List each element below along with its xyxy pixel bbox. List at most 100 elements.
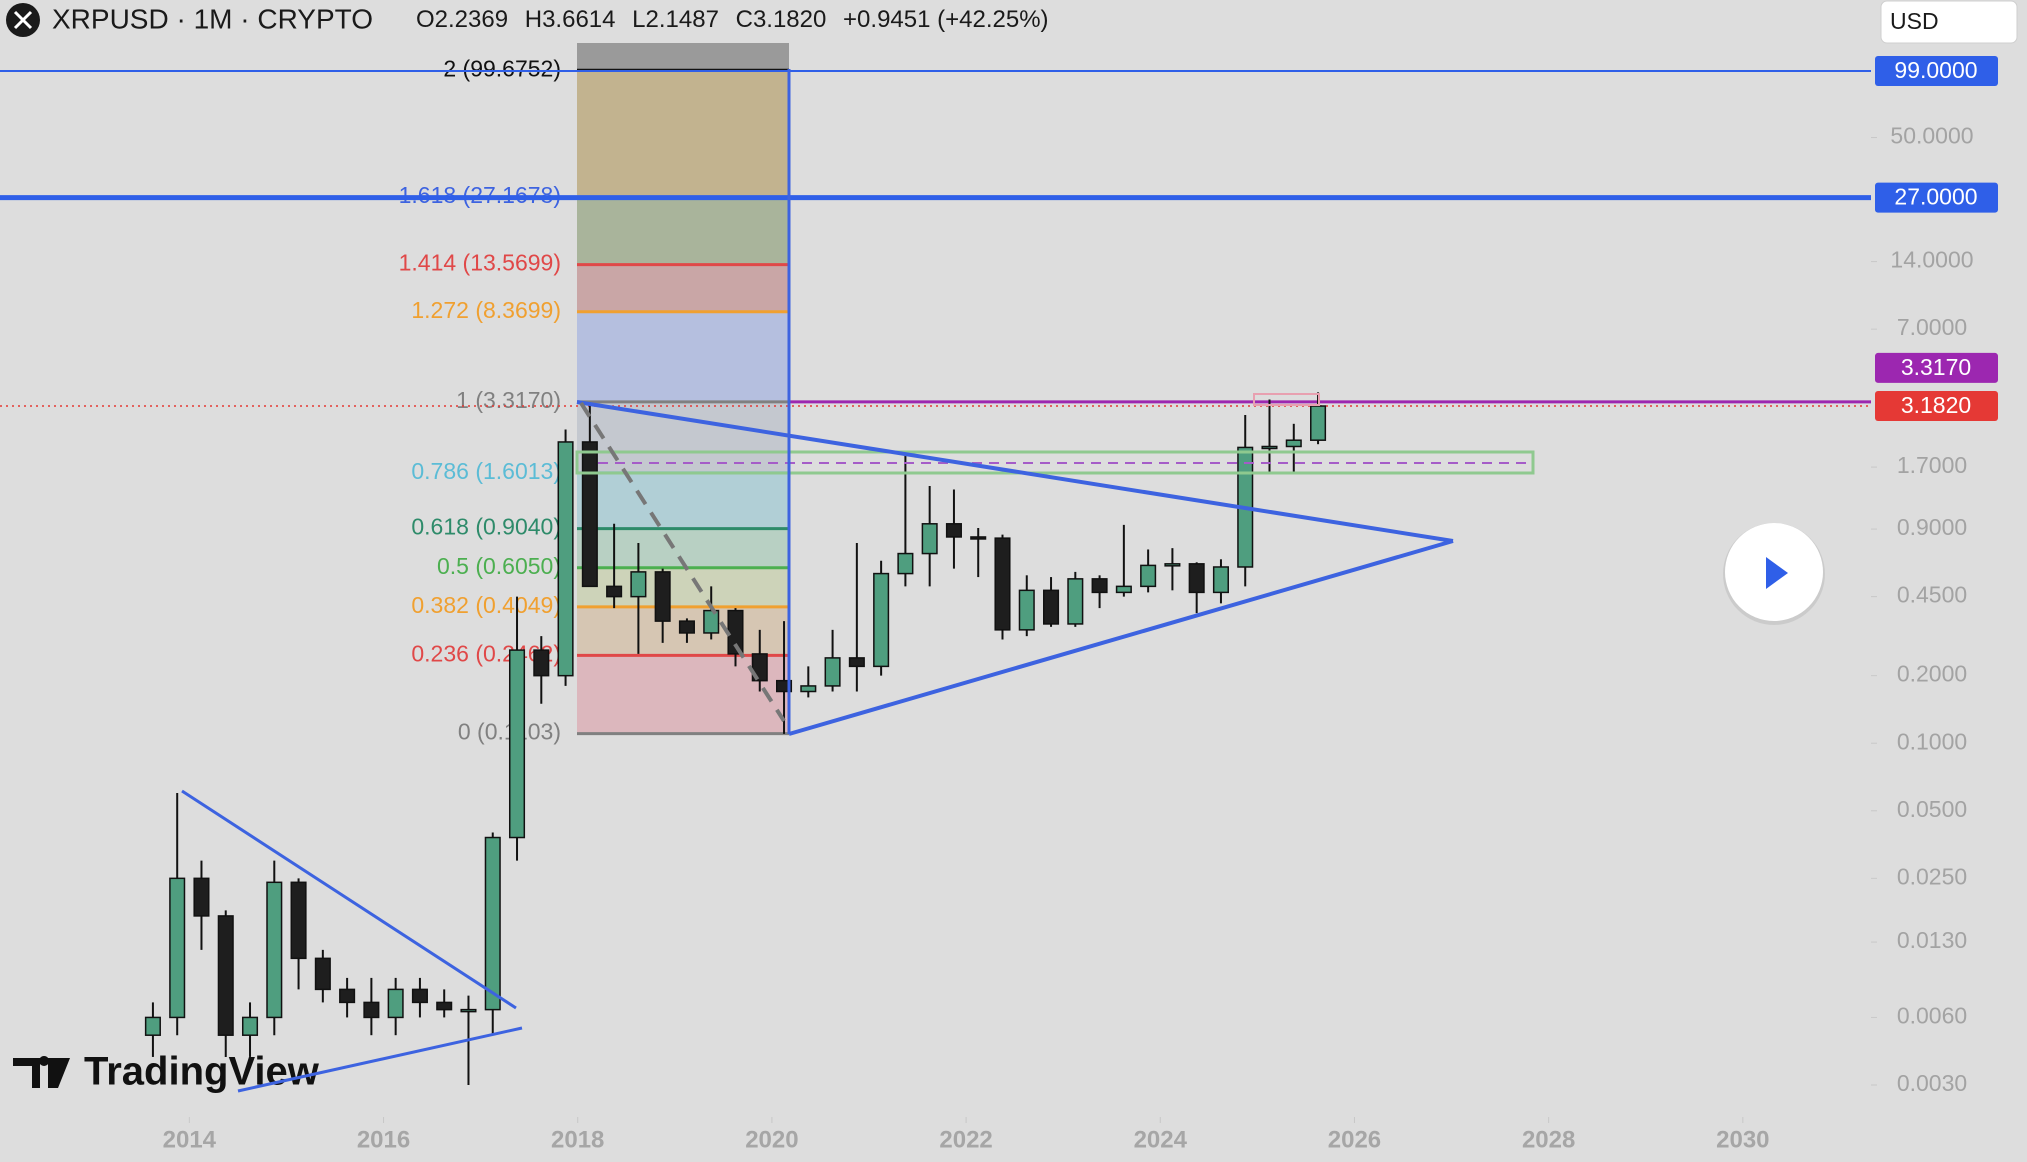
fib-zone-top — [577, 43, 789, 71]
candle-body — [776, 679, 793, 693]
candle-body — [873, 572, 890, 668]
candle-body — [1188, 563, 1205, 594]
drawings — [181, 69, 1535, 1093]
currency-button[interactable]: USD — [1880, 0, 2018, 44]
currency-box[interactable] — [1880, 0, 2018, 44]
logo-mark — [13, 10, 33, 30]
watermark-logo — [13, 1056, 70, 1088]
x-tick-label: 2020 — [745, 1126, 798, 1153]
candle-body — [606, 585, 623, 598]
candle-body — [824, 657, 841, 687]
ohlc: O2.2369 H3.6614 L2.1487 C3.1820 +0.9451 … — [416, 6, 1049, 33]
y-tick-label: 0.0250 — [1897, 863, 1967, 889]
play-icon[interactable] — [1766, 557, 1788, 589]
candle-body — [533, 649, 550, 677]
candle-body — [241, 1016, 259, 1036]
candle-body — [1164, 563, 1181, 567]
candle-body — [169, 877, 186, 1019]
trendline — [181, 789, 517, 1010]
price-badge-label: 3.1820 — [1901, 392, 1971, 418]
y-tick-label: 14.0000 — [1890, 247, 1973, 273]
price-badge — [1875, 55, 1998, 86]
candle-body — [1067, 578, 1084, 625]
fib-label: 0.786 (1.6013) — [411, 458, 561, 484]
candle-body — [703, 609, 720, 634]
price-badge-label: 99.0000 — [1894, 57, 1977, 83]
symbol: XRPUSD · 1M · CRYPTO — [52, 3, 373, 34]
candle-body — [994, 537, 1011, 631]
price-badge-label: 3.3170 — [1901, 354, 1971, 380]
y-tick-label: 1.7000 — [1897, 452, 1967, 478]
candle-body — [1212, 566, 1229, 594]
price-badge — [1875, 390, 1998, 421]
fib-label: 0.618 (0.9040) — [411, 514, 561, 540]
y-tick-label: 7.0000 — [1897, 314, 1967, 340]
candle-body — [897, 552, 914, 575]
candle-body — [363, 1001, 380, 1019]
candle-body — [339, 988, 356, 1004]
fib-label: 0.382 (0.4049) — [411, 592, 561, 618]
candle-body — [1091, 578, 1108, 594]
candle-body — [945, 523, 962, 538]
fib-zone — [577, 196, 789, 265]
fib-label: 2 (99.6752) — [443, 55, 561, 81]
candle-body — [557, 441, 574, 677]
x-tick-label: 2022 — [939, 1126, 992, 1153]
x-tick-label: 2016 — [357, 1126, 410, 1153]
watermark-text: TradingView — [84, 1050, 320, 1094]
candle-body — [436, 1001, 453, 1011]
open: O2.2369 — [416, 6, 508, 33]
candle-body — [654, 571, 671, 622]
watermark: TradingView — [13, 1050, 320, 1094]
fib-label: 1.618 (27.1678) — [399, 182, 561, 208]
candle-body — [1285, 439, 1302, 448]
candle-body — [387, 988, 404, 1019]
candle-body — [1043, 589, 1060, 625]
x-tick-label: 2024 — [1134, 1126, 1188, 1153]
candle-body — [144, 1016, 161, 1036]
candle-body — [1261, 445, 1278, 450]
close: C3.1820 — [736, 6, 827, 33]
price-axis: 50.0000 14.0000 7.0000 1.7000 0.9000 0.4500 0.… — [163, 55, 1998, 1153]
play-button[interactable] — [1723, 523, 1825, 625]
fib-zone — [577, 401, 789, 473]
fib-zone — [577, 264, 789, 312]
fib-label: 1.414 (13.5699) — [399, 250, 561, 276]
y-tick-label: 0.0030 — [1897, 1070, 1967, 1096]
x-tick-label: 2030 — [1716, 1126, 1769, 1153]
y-tick-label: 0.9000 — [1897, 514, 1967, 540]
trendline — [576, 400, 1454, 543]
y-tick-label: 0.2000 — [1897, 661, 1967, 687]
candle-body — [921, 523, 938, 555]
fib-zone — [577, 311, 789, 402]
x-tick-label: 2014 — [163, 1126, 217, 1153]
fib-zone — [577, 70, 789, 197]
fib-label: 1.272 (8.3699) — [411, 297, 561, 323]
y-tick-label: 0.0130 — [1897, 927, 1967, 953]
candle-body — [314, 957, 331, 991]
currency[interactable]: USD — [1890, 8, 1939, 34]
change: +0.9451 (+42.25%) — [843, 6, 1049, 33]
small-box — [1253, 393, 1320, 406]
price-badge — [1875, 352, 1998, 383]
trendline — [788, 539, 1454, 736]
candle-body — [630, 571, 647, 598]
candle-body — [460, 1008, 477, 1013]
y-tick-label: 50.0000 — [1890, 123, 1973, 149]
candle-body — [1140, 564, 1157, 588]
candle-body — [581, 441, 598, 588]
candle-body — [508, 649, 526, 839]
candle-body — [970, 536, 987, 540]
candle-body — [1018, 589, 1035, 631]
y-tick-label: 0.0060 — [1897, 1003, 1967, 1029]
fib-label: 1 (3.3170) — [456, 387, 561, 413]
x-tick-label: 2028 — [1522, 1126, 1575, 1153]
x-tick-label: 2026 — [1328, 1126, 1381, 1153]
candle-body — [678, 620, 695, 634]
candle-body — [193, 877, 210, 917]
candle-body — [848, 657, 865, 668]
y-tick-label: 0.0500 — [1897, 796, 1967, 822]
candle-body — [1115, 585, 1132, 594]
